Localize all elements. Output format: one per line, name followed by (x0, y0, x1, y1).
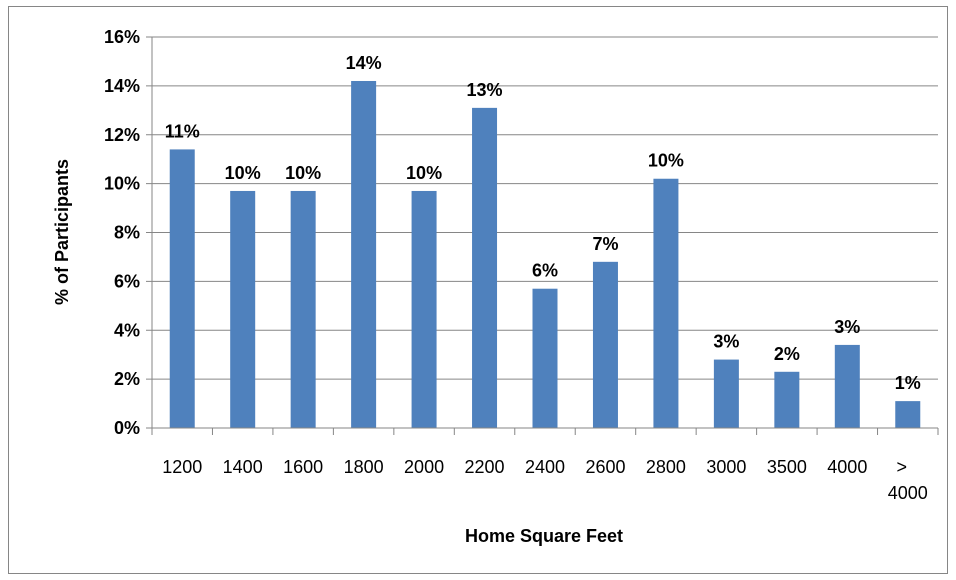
bar (532, 288, 558, 428)
x-tick-label: 3000 (706, 457, 746, 477)
y-tick-label: 12% (104, 125, 140, 145)
bar (290, 190, 316, 428)
bar (653, 178, 679, 428)
bar (230, 190, 256, 428)
y-tick-label: 8% (114, 223, 140, 243)
axes (146, 36, 939, 435)
x-tick-label: 3500 (767, 457, 807, 477)
x-tick-label: >4000 (888, 457, 928, 503)
data-label: 10% (285, 163, 321, 183)
data-labels: 11% 10% 10% 14% 10% 13% 6% 7% 10% 3% 2% 3% 1% (165, 53, 921, 393)
bar (713, 359, 739, 428)
y-tick-label: 2% (114, 369, 140, 389)
x-tick-labels: 1200 1400 1600 1800 2000 2200 2400 2600 2800 3000… (162, 457, 928, 503)
x-tick-label: 2200 (465, 457, 505, 477)
y-tick-labels: 0% 2% 4% 6% 8% 10% 12% 14% 16% (104, 27, 140, 438)
data-label: 1% (895, 373, 921, 393)
bars (169, 80, 921, 429)
x-tick-label: 1400 (223, 457, 263, 477)
bar (592, 261, 618, 428)
data-label: 3% (834, 317, 860, 337)
x-tick-label: 1800 (344, 457, 384, 477)
y-tick-label: 4% (114, 320, 140, 340)
x-tick-label-line: > (897, 457, 908, 477)
y-tick-label: 14% (104, 76, 140, 96)
gridlines (152, 36, 938, 380)
data-label: 6% (532, 261, 558, 281)
bar (774, 371, 800, 428)
x-axis-title: Home Square Feet (465, 526, 623, 546)
x-tick-label: 2600 (585, 457, 625, 477)
y-tick-label: 10% (104, 174, 140, 194)
y-axis-title: % of Participants (52, 159, 72, 305)
x-tick-label-line: 4000 (888, 483, 928, 503)
x-tick-label: 2400 (525, 457, 565, 477)
bar (895, 401, 921, 428)
bar (169, 149, 195, 428)
data-label: 13% (467, 80, 503, 100)
data-label: 2% (774, 344, 800, 364)
x-tick-label: 1600 (283, 457, 323, 477)
data-label: 7% (592, 234, 618, 254)
data-label: 10% (225, 163, 261, 183)
x-tick-label: 1200 (162, 457, 202, 477)
bar (411, 190, 437, 428)
y-tick-label: 6% (114, 271, 140, 291)
x-tick-label: 2800 (646, 457, 686, 477)
x-tick-label: 4000 (827, 457, 867, 477)
bar (834, 344, 860, 428)
data-label: 10% (406, 163, 442, 183)
y-tick-label: 0% (114, 418, 140, 438)
bar (472, 107, 498, 429)
data-label: 11% (165, 121, 200, 141)
y-tick-label: 16% (104, 27, 140, 47)
bar (351, 80, 377, 429)
x-tick-label: 2000 (404, 457, 444, 477)
data-label: 14% (346, 53, 382, 73)
data-label: 3% (713, 332, 739, 352)
data-label: 10% (648, 151, 684, 171)
